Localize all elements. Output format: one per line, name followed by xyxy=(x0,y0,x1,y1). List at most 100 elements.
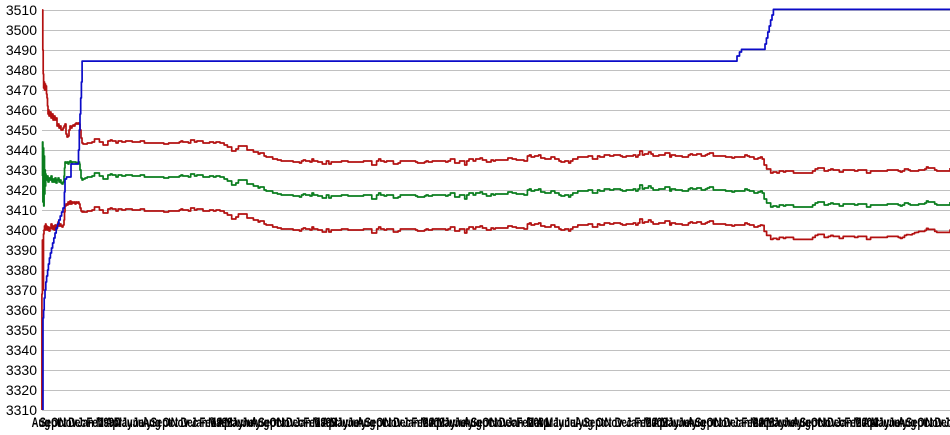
svg-text:Aug: Aug xyxy=(575,414,594,430)
svg-text:July: July xyxy=(242,414,261,430)
svg-text:June: June xyxy=(553,414,575,430)
svg-text:3390: 3390 xyxy=(6,242,37,258)
svg-text:Sept: Sept xyxy=(800,414,821,430)
svg-text:Jan: Jan xyxy=(403,414,419,430)
svg-text:Aug: Aug xyxy=(792,414,811,430)
svg-text:Feb: Feb xyxy=(304,414,321,430)
svg-text:June: June xyxy=(878,414,900,430)
svg-text:June: June xyxy=(668,414,690,430)
svg-text:Dec: Dec xyxy=(180,414,198,430)
svg-text:Jan: Jan xyxy=(944,414,950,430)
svg-text:Nov: Nov xyxy=(818,414,836,430)
svg-text:Aug: Aug xyxy=(687,414,706,430)
svg-text:May: May xyxy=(661,414,680,430)
svg-text:Oct: Oct xyxy=(706,414,722,430)
svg-text:Oct: Oct xyxy=(269,414,285,430)
svg-text:Nov: Nov xyxy=(490,414,508,430)
svg-text:2003: 2003 xyxy=(753,414,774,430)
svg-text:June: June xyxy=(444,414,466,430)
svg-text:3330: 3330 xyxy=(6,362,37,378)
svg-text:Oct: Oct xyxy=(596,414,612,430)
svg-text:3420: 3420 xyxy=(6,182,37,198)
svg-text:Oct: Oct xyxy=(482,414,498,430)
svg-text:Nov: Nov xyxy=(384,414,402,430)
svg-text:Jan: Jan xyxy=(626,414,642,430)
svg-text:Aug: Aug xyxy=(142,414,161,430)
svg-text:Nov: Nov xyxy=(59,414,77,430)
svg-text:Oct: Oct xyxy=(376,414,392,430)
svg-text:June: June xyxy=(122,414,144,430)
svg-text:Sept: Sept xyxy=(151,414,172,430)
svg-text:Mar: Mar xyxy=(526,414,543,430)
svg-text:Apr: Apr xyxy=(429,414,446,430)
svg-text:July: July xyxy=(133,414,152,430)
svg-text:Sept: Sept xyxy=(471,414,492,430)
svg-text:Mar: Mar xyxy=(208,414,225,430)
svg-text:Sept: Sept xyxy=(40,414,61,430)
svg-text:1998: 1998 xyxy=(211,414,232,430)
svg-text:Apr: Apr xyxy=(759,414,776,430)
svg-text:3470: 3470 xyxy=(6,82,37,98)
svg-text:Dec: Dec xyxy=(68,414,86,430)
svg-text:2002: 2002 xyxy=(646,414,667,430)
svg-text:Oct: Oct xyxy=(917,414,933,430)
svg-text:3350: 3350 xyxy=(6,322,37,338)
svg-text:2001: 2001 xyxy=(528,414,549,430)
svg-text:Mar: Mar xyxy=(96,414,113,430)
svg-text:Mar: Mar xyxy=(750,414,767,430)
svg-text:Feb: Feb xyxy=(635,414,652,430)
svg-text:Nov: Nov xyxy=(605,414,623,430)
svg-text:July: July xyxy=(454,414,473,430)
svg-text:Aug: Aug xyxy=(32,414,51,430)
svg-text:Feb: Feb xyxy=(517,414,534,430)
svg-text:May: May xyxy=(767,414,786,430)
svg-text:3400: 3400 xyxy=(6,222,37,238)
svg-text:1997: 1997 xyxy=(98,414,119,430)
svg-text:Mar: Mar xyxy=(643,414,660,430)
svg-text:Dec: Dec xyxy=(934,414,950,430)
svg-text:Oct: Oct xyxy=(811,414,827,430)
svg-text:Sept: Sept xyxy=(695,414,716,430)
svg-text:3500: 3500 xyxy=(6,22,37,38)
svg-text:Apr: Apr xyxy=(863,414,880,430)
svg-text:2004: 2004 xyxy=(856,414,877,430)
svg-text:3460: 3460 xyxy=(6,102,37,118)
svg-text:Dec: Dec xyxy=(393,414,411,430)
svg-text:3360: 3360 xyxy=(6,302,37,318)
svg-text:Jan: Jan xyxy=(836,414,852,430)
svg-text:3430: 3430 xyxy=(6,162,37,178)
svg-text:3450: 3450 xyxy=(6,122,37,138)
svg-text:Nov: Nov xyxy=(171,414,189,430)
svg-text:3310: 3310 xyxy=(6,402,37,418)
svg-text:Nov: Nov xyxy=(714,414,732,430)
svg-text:Jan: Jan xyxy=(733,414,749,430)
svg-text:May: May xyxy=(871,414,890,430)
svg-text:July: July xyxy=(347,414,366,430)
svg-text:3440: 3440 xyxy=(6,142,37,158)
svg-text:May: May xyxy=(437,414,456,430)
svg-text:June: June xyxy=(773,414,795,430)
svg-text:May: May xyxy=(330,414,349,430)
svg-text:June: June xyxy=(232,414,254,430)
svg-text:Sept: Sept xyxy=(365,414,386,430)
svg-text:Oct: Oct xyxy=(162,414,178,430)
svg-text:July: July xyxy=(678,414,697,430)
svg-text:1999: 1999 xyxy=(315,414,336,430)
svg-text:Aug: Aug xyxy=(898,414,917,430)
svg-text:3410: 3410 xyxy=(6,202,37,218)
svg-text:Jan: Jan xyxy=(295,414,311,430)
svg-text:Feb: Feb xyxy=(845,414,862,430)
svg-text:Apr: Apr xyxy=(217,414,234,430)
svg-text:Feb: Feb xyxy=(200,414,217,430)
svg-text:Sept: Sept xyxy=(583,414,604,430)
svg-text:Jan: Jan xyxy=(77,414,93,430)
svg-text:Dec: Dec xyxy=(499,414,517,430)
svg-text:Sept: Sept xyxy=(258,414,279,430)
svg-text:Mar: Mar xyxy=(854,414,871,430)
svg-text:Apr: Apr xyxy=(322,414,339,430)
svg-text:July: July xyxy=(889,414,908,430)
svg-text:Dec: Dec xyxy=(723,414,741,430)
svg-text:Jan: Jan xyxy=(507,414,523,430)
svg-text:Aug: Aug xyxy=(463,414,482,430)
svg-text:Mar: Mar xyxy=(313,414,330,430)
